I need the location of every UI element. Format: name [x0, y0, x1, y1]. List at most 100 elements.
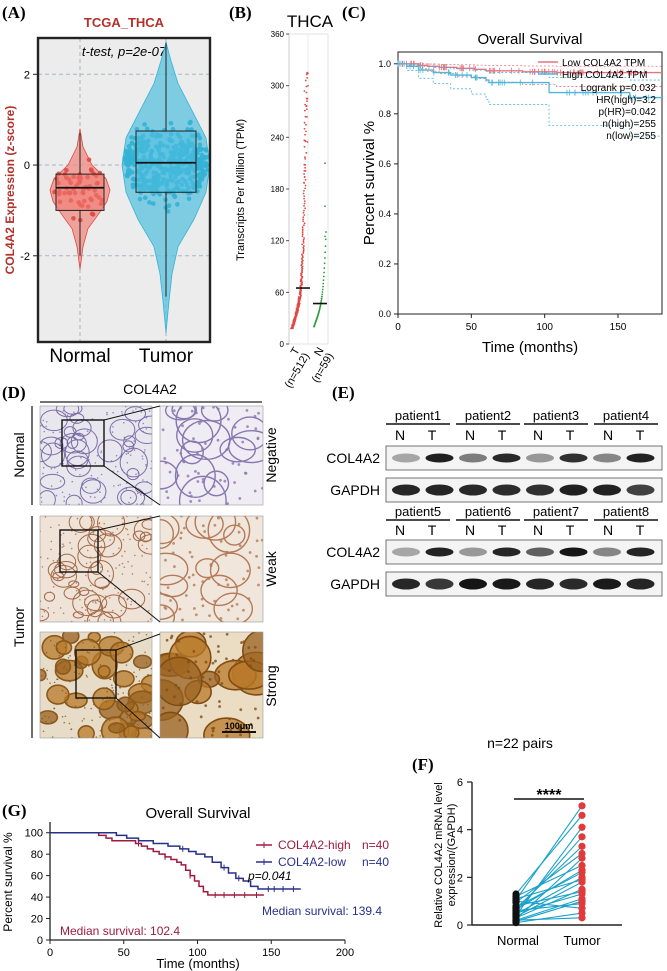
- panel-a-point-tumor: [124, 173, 129, 178]
- panel-d-tissue-nucleus: [164, 558, 167, 562]
- panel-d-tissue-follicle: [79, 479, 107, 504]
- panel-d-tissue-nucleus: [223, 479, 227, 483]
- panel-d-tissue-follicle: [123, 725, 140, 738]
- panel-b-ytick-label: 180: [271, 185, 285, 194]
- panel-b-ytick-label: 240: [271, 133, 285, 142]
- panel-a-point-tumor: [202, 171, 208, 177]
- panel-e-band: [526, 578, 554, 590]
- panel-d-tissue-nucleus: [43, 430, 46, 433]
- panel-d-image-weak-zoom: [159, 515, 264, 623]
- panel-d-tissue-nucleus: [142, 430, 145, 433]
- panel-b-point-normal: [322, 282, 325, 285]
- panel-d-tissue-nucleus: [242, 608, 245, 612]
- panel-d-tissue-nucleus: [237, 727, 241, 731]
- panel-d-tissue-nucleus: [41, 717, 44, 720]
- panel-b-point-tumor: [304, 103, 307, 106]
- panel-d-tissue-nucleus: [79, 598, 81, 601]
- panel-d-tissue-nucleus: [69, 542, 71, 544]
- panel-e-lane-label: N: [533, 427, 543, 443]
- panel-d-tissue-nucleus: [169, 599, 172, 602]
- panel-d-tissue-nucleus: [238, 725, 241, 729]
- panel-d-tissue-nucleus: [41, 615, 44, 618]
- panel-e-band: [392, 547, 420, 557]
- panel-d-tissue-nucleus: [220, 682, 224, 685]
- panel-d-image-texture: [40, 516, 152, 622]
- panel-d-tissue-nucleus: [112, 531, 114, 534]
- panel-b-point-tumor: [305, 91, 308, 94]
- panel-f-point-tumor: [578, 914, 586, 922]
- panel-d-tissue-nucleus: [50, 467, 53, 470]
- panel-b-point-tumor: [303, 176, 306, 178]
- panel-d-tissue-nucleus: [213, 599, 217, 603]
- panel-d-tissue-nucleus: [40, 442, 43, 445]
- panel-d-tissue-nucleus: [249, 664, 252, 668]
- panel-d-title: COL4A2: [123, 381, 177, 397]
- panel-g-ylabel: Percent survival %: [1, 832, 15, 932]
- panel-d-tissue-nucleus: [41, 424, 44, 426]
- panel-a-point-tumor: [131, 151, 137, 156]
- panel-b-point-tumor: [306, 76, 309, 79]
- panel-a-point-tumor: [205, 167, 210, 173]
- panel-a-point-tumor: [151, 191, 156, 197]
- panel-d-tissue-nucleus: [50, 721, 53, 723]
- panel-d-tissue-nucleus: [58, 654, 61, 657]
- panel-d-tissue-nucleus: [225, 657, 228, 661]
- panel-d-tissue-follicle: [97, 664, 111, 678]
- panel-b-point-tumor: [302, 240, 305, 243]
- panel-d-tissue-nucleus: [99, 729, 102, 732]
- panel-d-tissue-follicle: [84, 594, 108, 612]
- panel-e-lane-label: T: [566, 427, 575, 443]
- panel-d-tissue-follicle: [40, 710, 59, 725]
- panel-d-tissue-nucleus: [127, 452, 130, 455]
- panel-d-tissue-nucleus: [179, 406, 182, 410]
- panel-g-ytick-label: 100: [25, 828, 43, 840]
- panel-d-tissue-nucleus: [194, 469, 197, 473]
- panel-f-title: n=22 pairs: [487, 735, 553, 751]
- panel-d-tissue-nucleus: [138, 733, 140, 736]
- panel-d-tissue-nucleus: [106, 461, 108, 463]
- panel-a-xcat-normal: Normal: [49, 346, 110, 367]
- panel-c-ytick-label: 0.4: [378, 209, 391, 219]
- panel-a-box-tumor: [135, 130, 197, 193]
- panel-d-tissue-follicle: [100, 594, 128, 619]
- panel-d-tissue-nucleus: [128, 445, 131, 448]
- panel-d-tissue-nucleus: [202, 632, 206, 636]
- panel-d-tissue-follicle: [241, 632, 263, 673]
- panel-d-tissue-nucleus: [144, 651, 146, 654]
- panel-d-intensity-weak: Weak: [263, 550, 279, 587]
- panel-b-point-tumor: [303, 127, 306, 130]
- panel-d-tissue-nucleus: [147, 673, 149, 676]
- panel-d-tissue-nucleus: [208, 677, 212, 681]
- panel-d-tissue-nucleus: [130, 603, 132, 606]
- panel-d-tissue-nucleus: [189, 676, 193, 680]
- panel-b-point-tumor: [302, 250, 305, 253]
- panel-d-tissue-nucleus: [163, 606, 167, 609]
- panel-d-tissue-nucleus: [112, 552, 115, 555]
- panel-b-point-tumor: [304, 79, 307, 82]
- panel-d-scale-label: 100μm: [225, 721, 254, 731]
- panel-d-tissue-nucleus: [119, 686, 121, 689]
- panel-d-tissue-nucleus: [102, 588, 104, 591]
- panel-d-tissue-nucleus: [62, 545, 65, 547]
- panel-d-tissue-nucleus: [136, 492, 139, 495]
- panel-b-point-tumor: [302, 241, 305, 244]
- panel-d-tissue-nucleus: [225, 632, 229, 636]
- panel-d-row-tumor: Tumor: [11, 607, 27, 647]
- panel-b-point-tumor: [304, 170, 307, 172]
- panel-d-tissue-follicle: [40, 668, 47, 682]
- panel-d-tissue-nucleus: [118, 736, 120, 738]
- panel-d-tissue-nucleus: [121, 469, 124, 471]
- panel-d-tissue-nucleus: [179, 536, 183, 540]
- panel-d-tissue-nucleus: [165, 638, 169, 642]
- panel-f-pair-line: [515, 857, 583, 920]
- panel-f-pair-line: [515, 903, 583, 912]
- panel-d-tissue-nucleus: [192, 607, 196, 610]
- panel-f-pair-line: [515, 876, 583, 915]
- panel-f: (F) n=22 pairs 0 2 4 6 **** Normal Tumor Re…: [412, 735, 622, 948]
- panel-d-tissue-nucleus: [53, 467, 56, 469]
- panel-a-point-tumor: [203, 148, 209, 153]
- panel-d-tissue-nucleus: [141, 455, 144, 457]
- panel-d-tissue-nucleus: [145, 428, 148, 430]
- panel-d-tissue-nucleus: [123, 436, 126, 439]
- panel-d-tissue-nucleus: [70, 728, 73, 730]
